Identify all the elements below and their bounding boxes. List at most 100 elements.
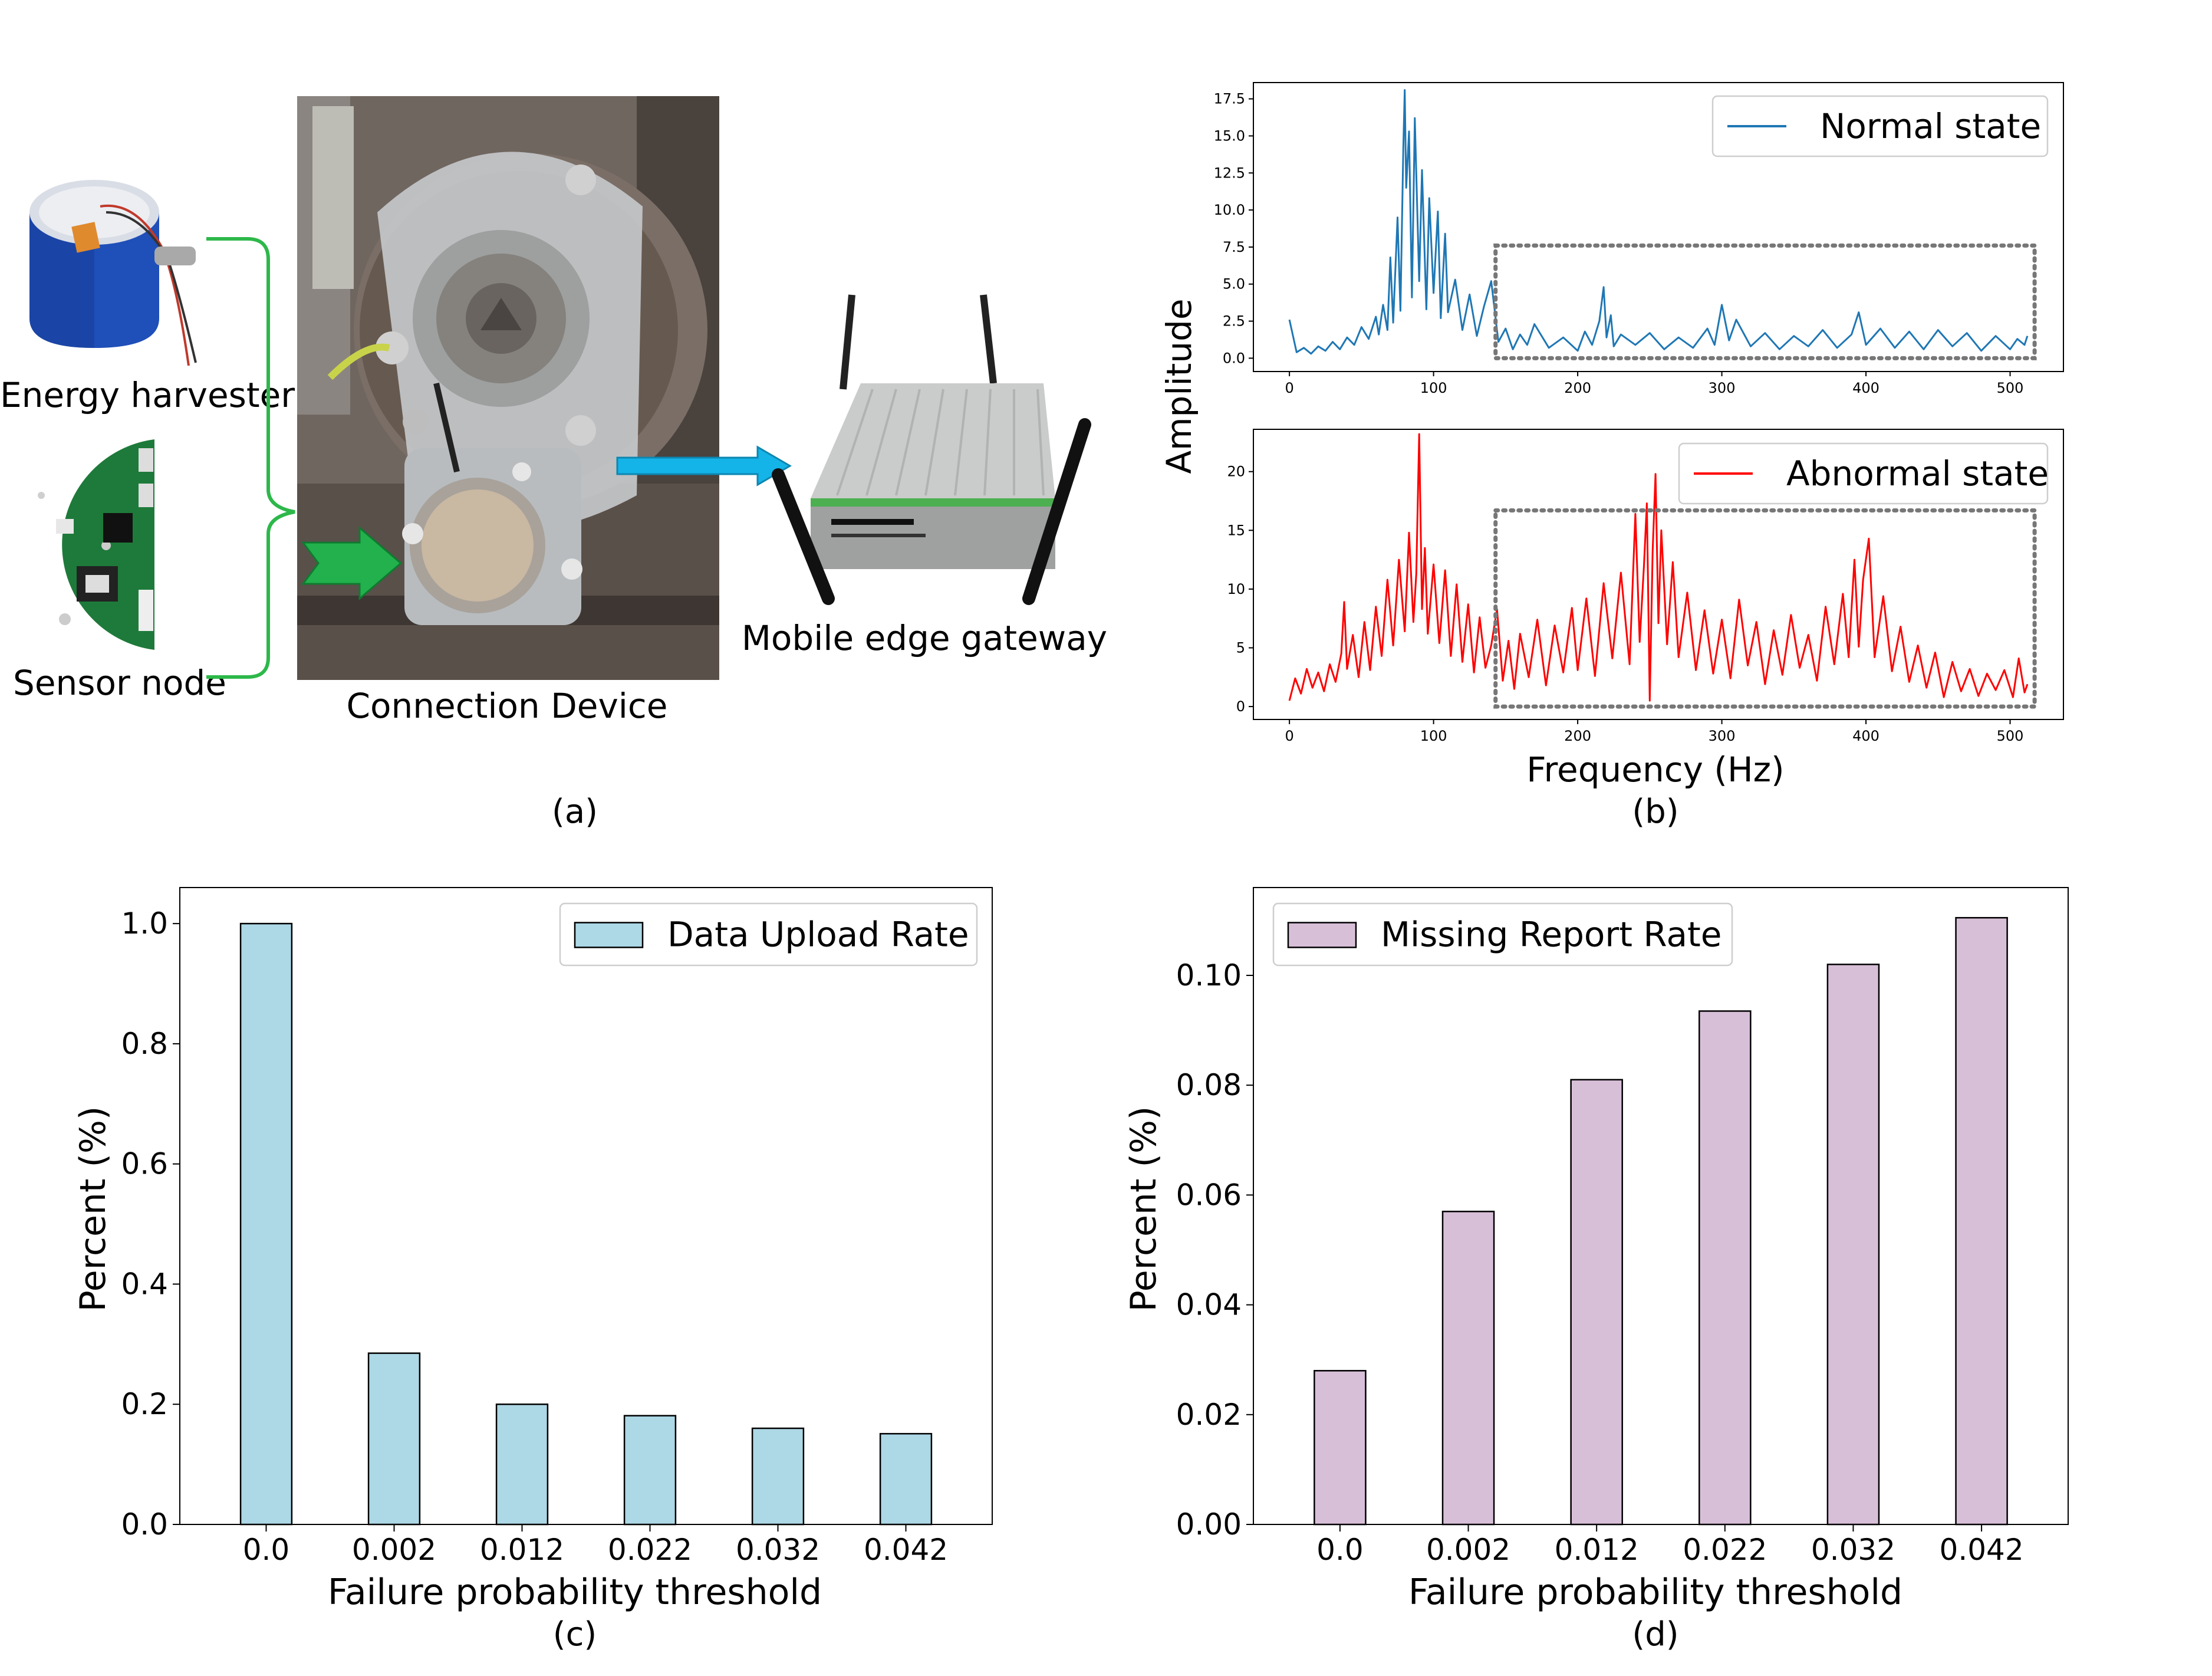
- x-tick-label: 0.012: [480, 1533, 564, 1567]
- y-tick-label: 0.00: [1176, 1507, 1242, 1542]
- legend-box: [1678, 442, 2049, 505]
- x-tick-label: 0.042: [864, 1533, 948, 1567]
- bar: [1698, 1010, 1752, 1526]
- x-tick-label: 400: [1852, 728, 1879, 744]
- legend-swatch: [1287, 922, 1357, 948]
- panel-b-xlabel: Frequency (Hz): [1526, 750, 1784, 790]
- normal-state-chart: 0 100 200 300 400 500 0.0 2.5 5.0 7.5 10.0 12.5 15.0…: [1214, 82, 2064, 396]
- y-tick-label: 0.0: [121, 1507, 168, 1542]
- green-arrow: [301, 525, 403, 601]
- bar: [239, 922, 293, 1526]
- bar: [1826, 964, 1880, 1526]
- panel-d-xlabel: Failure probability threshold: [1408, 1572, 1902, 1613]
- y-tick-label: 0.4: [121, 1267, 168, 1301]
- bar: [1314, 1370, 1367, 1526]
- bar: [879, 1432, 933, 1526]
- plot-frame: [1253, 887, 2069, 1525]
- y-tick-label: 0.2: [121, 1387, 168, 1421]
- panel-b: 0 100 200 300 400 5000.02.55.07.510.012.515.0…: [1159, 82, 2064, 831]
- x-tick-label: 0.042: [1940, 1533, 2024, 1567]
- x-tick-label: 0.0: [243, 1533, 290, 1567]
- highlight-box: [1493, 508, 2037, 709]
- panel-c-caption: (c): [553, 1615, 597, 1654]
- mobile-edge-gateway-label: Mobile edge gateway: [742, 618, 1107, 658]
- legend-label: Data Upload Rate: [667, 915, 969, 955]
- legend-label: Normal state: [1820, 106, 2041, 146]
- connection-device-label: Connection Device: [347, 686, 668, 726]
- y-tick-label: 2.5: [1223, 313, 1245, 330]
- x-tick-label: 0: [1285, 380, 1293, 396]
- sensor-node-picture: [38, 439, 154, 650]
- panel-b-ylabel: Amplitude: [1159, 298, 1199, 474]
- y-tick-label: 0.02: [1176, 1398, 1242, 1432]
- y-tick-label: 17.5: [1214, 91, 1245, 107]
- bar: [1570, 1079, 1623, 1526]
- plot-frame: [1253, 82, 2064, 372]
- series-line: [1288, 433, 2029, 702]
- legend-box: [1272, 902, 1733, 967]
- legend-box: [1711, 95, 2049, 157]
- bar: [495, 1403, 549, 1526]
- panel-a: Energy harvester Sensor node: [0, 96, 1107, 831]
- energy-harvester-label: Energy harvester: [0, 375, 295, 415]
- x-tick-label: 500: [1997, 380, 2024, 396]
- missing-report-rate-chart: 0.0 0.002 0.012 0.022 0.032 0.042 0.00 0.02 0.04…: [1176, 887, 2069, 1567]
- bar: [623, 1415, 677, 1526]
- y-tick-label: 12.5: [1214, 165, 1245, 181]
- legend-box: [559, 902, 978, 967]
- legend-swatch: [574, 922, 644, 948]
- y-tick-label: 15: [1227, 522, 1245, 538]
- x-tick-label: 0.002: [1426, 1533, 1510, 1567]
- series-line: [1288, 89, 2029, 355]
- panel-c-xlabel: Failure probability threshold: [328, 1572, 822, 1613]
- x-tick-label: 300: [1709, 728, 1736, 744]
- energy-harvester-picture: [29, 180, 197, 366]
- legend-label: Missing Report Rate: [1381, 915, 1721, 955]
- plot-frame: [1253, 429, 2064, 720]
- y-tick-label: 0.8: [121, 1027, 168, 1061]
- y-tick-label: 1.0: [121, 906, 168, 941]
- legend-label: Abnormal state: [1786, 453, 2049, 494]
- y-tick-label: 0.6: [121, 1147, 168, 1181]
- x-tick-label: 0.0: [1316, 1533, 1364, 1567]
- bar: [751, 1427, 805, 1526]
- y-tick-label: 10.0: [1214, 202, 1245, 218]
- y-tick-label: 5.0: [1223, 276, 1245, 293]
- y-tick-label: 10: [1227, 581, 1245, 597]
- x-tick-label: 0.022: [1683, 1533, 1767, 1567]
- highlight-box: [1493, 243, 2037, 360]
- panel-d-ylabel: Percent (%): [1123, 1106, 1164, 1312]
- panel-c-ylabel: Percent (%): [73, 1106, 114, 1312]
- x-tick-label: 100: [1420, 728, 1447, 744]
- connection-device-picture: [297, 96, 719, 680]
- x-tick-label: 500: [1997, 728, 2024, 744]
- panel-c: 0.0 0.002 0.012 0.022 0.032 0.042 0.0 0.2 0.4 0.6…: [73, 887, 993, 1654]
- bar: [1955, 916, 2008, 1526]
- x-tick-label: 0.032: [736, 1533, 820, 1567]
- panel-d-caption: (d): [1632, 1615, 1678, 1654]
- panel-b-caption: (b): [1632, 793, 1678, 831]
- y-tick-label: 0.06: [1176, 1178, 1242, 1212]
- x-tick-label: 0.032: [1811, 1533, 1895, 1567]
- y-tick-label: 15.0: [1214, 127, 1245, 144]
- plot-frame: [179, 887, 993, 1525]
- y-tick-label: 0.0: [1223, 350, 1245, 366]
- x-tick-label: 200: [1564, 728, 1591, 744]
- bar: [1441, 1211, 1495, 1526]
- y-tick-label: 7.5: [1223, 239, 1245, 255]
- mobile-edge-gateway-picture: [772, 294, 1091, 605]
- data-upload-rate-chart: 0.0 0.002 0.012 0.022 0.032 0.042 0.0 0.2 0.4 0.6…: [121, 887, 993, 1567]
- y-tick-label: 0: [1236, 698, 1245, 715]
- x-tick-label: 0.002: [352, 1533, 436, 1567]
- abnormal-state-chart: 0 100 200 300 400 500 0 5 10 15 20 Abnormal state: [1227, 429, 2064, 744]
- x-tick-label: 0.022: [608, 1533, 692, 1567]
- x-tick-label: 400: [1852, 380, 1879, 396]
- x-tick-label: 0.012: [1555, 1533, 1639, 1567]
- x-tick-label: 200: [1564, 380, 1591, 396]
- sensor-node-label: Sensor node: [13, 663, 226, 703]
- x-tick-label: 0: [1285, 728, 1293, 744]
- y-tick-label: 0.10: [1176, 958, 1242, 993]
- x-tick-label: 300: [1709, 380, 1736, 396]
- panel-a-caption: (a): [552, 793, 598, 831]
